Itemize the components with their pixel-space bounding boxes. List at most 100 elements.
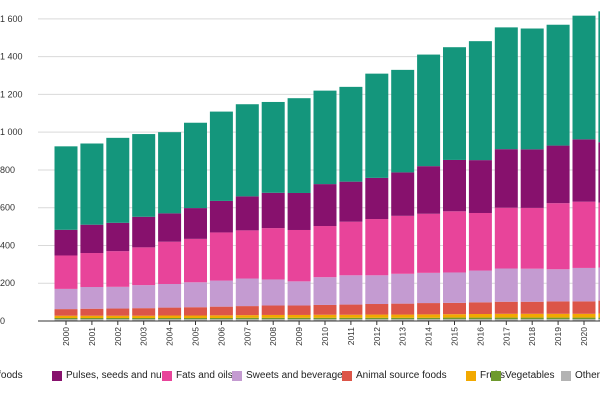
y-tick-label: 1 200 xyxy=(0,89,23,99)
bar-segment-animal-source-foods xyxy=(209,306,233,316)
x-tick-label: 2008 xyxy=(268,327,278,346)
y-tick-label: 1 600 xyxy=(0,14,23,24)
bar-segment-animal-source-foods xyxy=(132,308,156,316)
bar-stack-2002 xyxy=(106,137,130,321)
legend-item-pulses-seeds-and-nuts: Pulses, seeds and nuts xyxy=(52,370,169,381)
x-tick-label: 2019 xyxy=(553,327,563,346)
bar-segment-fruits xyxy=(287,314,311,318)
x-tick-label: 2018 xyxy=(527,327,537,346)
bar-segment-staple-foods xyxy=(184,122,207,209)
bar-segment-fats-and-oils xyxy=(443,211,466,273)
bar-segment-fats-and-oils xyxy=(572,201,596,268)
bar-segment-fats-and-oils xyxy=(184,238,207,283)
x-tick-label: 2014 xyxy=(424,327,434,346)
bar-segment-vegetables xyxy=(54,317,78,320)
bar-segment-fruits xyxy=(54,315,78,318)
bar-segment-staple-foods xyxy=(417,54,441,167)
bar-segment-others xyxy=(546,319,570,321)
bar-segment-staple-foods xyxy=(106,137,130,223)
bar-segment-vegetables xyxy=(209,317,233,320)
bar-segment-sweets-and-beverages xyxy=(391,273,415,304)
bar-segment-fruits xyxy=(468,314,492,318)
bar-segment-vegetables xyxy=(132,317,156,320)
bar-segment-fats-and-oils xyxy=(546,203,570,270)
x-tick-label: 2005 xyxy=(191,327,201,346)
bar-segment-vegetables xyxy=(417,317,441,320)
legend-item-animal-source-foods: Animal source foods xyxy=(342,370,447,381)
bar-stack-2016 xyxy=(468,41,492,321)
bar-segment-fats-and-oils xyxy=(235,230,259,279)
x-tick-label: 2004 xyxy=(165,327,175,346)
bar-stack-2021 xyxy=(598,11,600,321)
bar-segment-vegetables xyxy=(546,317,570,320)
bar-segment-sweets-and-beverages xyxy=(287,281,311,306)
bar-segment-fruits xyxy=(313,314,337,318)
bar-segment-fats-and-oils xyxy=(287,229,311,282)
bar-segment-sweets-and-beverages xyxy=(158,283,182,308)
bar-segment-pulses-seeds-and-nuts xyxy=(339,181,363,222)
bar-stack-2001 xyxy=(80,143,104,321)
bar-segment-others xyxy=(572,319,596,321)
bar-segment-fruits xyxy=(598,313,600,318)
x-tick-label: 2020 xyxy=(579,327,589,346)
bar-segment-animal-source-foods xyxy=(339,304,363,315)
x-tick-label: 2013 xyxy=(398,327,408,346)
bar-segment-pulses-seeds-and-nuts xyxy=(209,200,233,233)
bar-segment-vegetables xyxy=(287,317,311,320)
bar-stack-2005 xyxy=(184,122,207,321)
bar-segment-sweets-and-beverages xyxy=(572,267,596,302)
bar-segment-animal-source-foods xyxy=(287,305,311,315)
bar-segment-staple-foods xyxy=(158,132,182,214)
bar-segment-fruits xyxy=(339,314,363,318)
bar-segment-staple-foods xyxy=(235,104,259,197)
bar-segment-fruits xyxy=(391,314,415,318)
bar-segment-animal-source-foods xyxy=(54,309,78,316)
bar-stack-2006 xyxy=(209,111,233,321)
bar-segment-vegetables xyxy=(261,317,285,320)
bar-segment-vegetables xyxy=(391,317,415,320)
bar-segment-others xyxy=(80,319,104,321)
bar-segment-sweets-and-beverages xyxy=(184,282,207,308)
y-tick-label: 1 000 xyxy=(0,127,23,137)
bar-segment-staple-foods xyxy=(494,27,518,150)
bar-segment-fats-and-oils xyxy=(158,241,182,284)
x-tick-label: 2015 xyxy=(450,327,460,346)
bar-segment-others xyxy=(184,319,207,321)
bar-segment-sweets-and-beverages xyxy=(520,268,544,302)
y-tick-label: 800 xyxy=(0,165,15,175)
bar-segment-animal-source-foods xyxy=(494,301,518,314)
bar-segment-pulses-seeds-and-nuts xyxy=(106,222,130,252)
bar-segment-animal-source-foods xyxy=(313,304,337,315)
x-tick-label: 2001 xyxy=(87,327,97,346)
bar-segment-animal-source-foods xyxy=(80,308,104,316)
bar-segment-animal-source-foods xyxy=(417,303,441,315)
bar-segment-pulses-seeds-and-nuts xyxy=(235,196,259,231)
bar-segment-fruits xyxy=(80,315,104,318)
bars xyxy=(54,11,600,321)
bar-segment-others xyxy=(365,319,389,321)
bar-segment-sweets-and-beverages xyxy=(468,270,492,303)
y-tick-label: 200 xyxy=(0,278,15,288)
y-axis: 0 200 400 600 800 1 000 1 200 1 400 1 600 xyxy=(0,14,23,326)
bar-segment-staple-foods xyxy=(391,69,415,173)
bar-segment-fruits xyxy=(106,315,130,318)
bar-segment-pulses-seeds-and-nuts xyxy=(598,142,600,203)
x-tick-label: 2003 xyxy=(139,327,149,346)
bar-segment-fats-and-oils xyxy=(106,251,130,287)
x-tick-label: 2017 xyxy=(501,327,511,346)
legend-swatch xyxy=(342,370,352,381)
x-tick-label: 2010 xyxy=(320,327,330,346)
bar-segment-fruits xyxy=(443,314,466,318)
bar-segment-pulses-seeds-and-nuts xyxy=(313,184,337,227)
bar-segment-vegetables xyxy=(443,317,466,320)
bar-segment-vegetables xyxy=(468,317,492,320)
bar-segment-fruits xyxy=(209,315,233,318)
bar-segment-animal-source-foods xyxy=(365,304,389,315)
bar-segment-pulses-seeds-and-nuts xyxy=(443,159,466,212)
bar-stack-2012 xyxy=(365,73,389,321)
bar-segment-others xyxy=(158,319,182,321)
bar-segment-vegetables xyxy=(520,317,544,320)
bar-segment-vegetables xyxy=(158,317,182,320)
bar-segment-sweets-and-beverages xyxy=(598,267,600,301)
bar-segment-fats-and-oils xyxy=(494,207,518,269)
